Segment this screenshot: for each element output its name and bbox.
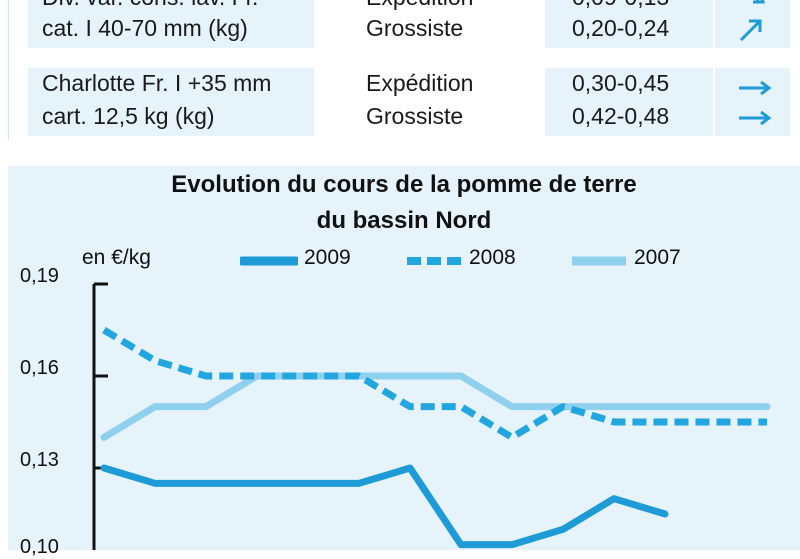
legend-swatch-2009	[240, 256, 298, 266]
price-line2: 0,20-0,24	[572, 15, 670, 41]
product-name-line2: cat. I 40-70 mm (kg)	[42, 15, 248, 41]
price-cell: 0,30-0,45 0,42-0,48	[545, 68, 713, 136]
series-line-2009	[100, 464, 669, 549]
price-line1: 0,30-0,45	[572, 70, 670, 96]
arrow-right-icon	[739, 110, 772, 126]
table-row: Charlotte Fr. I +35 mm cart. 12,5 kg (kg…	[28, 68, 790, 136]
product-cell: Charlotte Fr. I +35 mm cart. 12,5 kg (kg…	[28, 68, 314, 136]
arrow-up-right-icon	[739, 19, 762, 42]
legend-label-2009: 2009	[304, 246, 351, 269]
series-line-2008	[102, 327, 767, 441]
market-type-cell: Expédition Grossiste	[316, 0, 544, 48]
trend-cell	[715, 68, 790, 136]
y-axis-unit-label: en €/kg	[82, 246, 151, 269]
trend-cell	[715, 0, 790, 48]
price-line2: 0,42-0,48	[572, 103, 670, 129]
chart-title-line2: du bassin Nord	[316, 207, 492, 234]
chart-title-line1: Evolution du cours de la pomme de terre	[171, 171, 637, 198]
y-tick-label: 0,16	[20, 357, 59, 379]
product-name-line1: Charlotte Fr. I +35 mm	[42, 70, 272, 96]
product-cell: Div. var. cons. lav. Fr. cat. I 40-70 mm…	[28, 0, 314, 48]
market-type-line1: Expédition	[366, 70, 474, 96]
price-line1: 0,09-0,13	[572, 0, 669, 10]
product-name-line2: cart. 12,5 kg (kg)	[42, 103, 215, 129]
table-row: Div. var. cons. lav. Fr. cat. I 40-70 mm…	[28, 0, 790, 48]
legend-label-2008: 2008	[469, 246, 516, 269]
legend-swatch-2008	[407, 257, 461, 265]
price-cell: 0,09-0,13 0,20-0,24	[545, 0, 713, 48]
table-left-border	[8, 0, 9, 140]
product-name-line1: Div. var. cons. lav. Fr.	[42, 0, 258, 10]
legend-label-2007: 2007	[634, 246, 681, 269]
chart-plot-area	[92, 282, 771, 550]
market-type-line2: Grossiste	[366, 15, 464, 41]
price-table: Div. var. cons. lav. Fr. cat. I 40-70 mm…	[0, 0, 800, 150]
arrow-right-icon	[739, 80, 772, 96]
market-type-line2: Grossiste	[366, 103, 464, 129]
y-tick-label: 0,19	[20, 265, 59, 287]
price-evolution-chart: Evolution du cours de la pomme de terre …	[8, 166, 800, 558]
market-type-line1: Expédition	[366, 0, 473, 10]
legend-swatch-2007	[572, 256, 626, 266]
y-tick-label: 0,13	[20, 449, 59, 471]
series-line-2007	[100, 372, 771, 441]
arrow-down-right-icon	[753, 0, 765, 4]
market-type-cell: Expédition Grossiste	[316, 68, 544, 136]
